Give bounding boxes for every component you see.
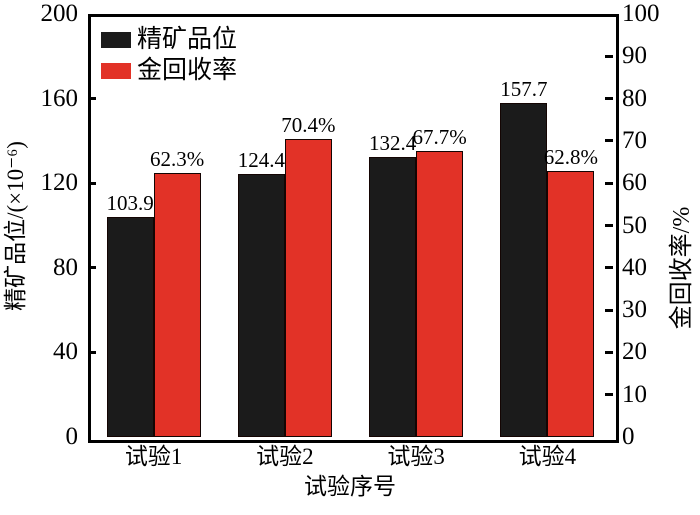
left-tick-label: 160 [40,84,79,112]
right-tick-mark [605,181,613,185]
right-tick-mark [605,308,613,312]
bar-recovery [153,173,201,437]
right-tick-label: 70 [622,126,647,154]
right-tick-mark [605,266,613,270]
left-tick-mark [88,266,96,270]
legend-item: 精矿品位 [101,24,237,55]
x-category-label: 试验1 [124,444,183,469]
right-tick-label: 50 [622,211,647,239]
right-tick-mark [605,139,613,143]
bar-value-label: 157.7 [500,77,548,102]
left-tick-mark [88,350,96,354]
right-tick-mark [605,224,613,227]
bar-grade [500,103,548,437]
right-tick-label: 80 [622,84,647,112]
left-tick-mark [88,181,96,185]
legend-item: 金回收率 [101,55,237,86]
legend-swatch-icon [101,31,131,48]
legend: 精矿品位 金回收率 [101,24,237,86]
bar-recovery [416,150,464,437]
bar-grade [106,217,154,437]
bar-grade [369,156,417,437]
left-tick-label: 200 [40,0,79,27]
right-tick-label: 30 [622,296,647,324]
legend-swatch-icon [101,62,131,79]
bar-value-label: 67.7% [412,124,467,149]
x-category-label: 试验4 [518,444,577,469]
x-category-label: 试验2 [256,444,314,469]
left-tick-label: 40 [53,338,78,366]
left-tick-label: 120 [40,169,79,197]
bar-recovery [547,171,595,437]
legend-label: 精矿品位 [137,25,238,53]
right-tick-mark [605,97,613,101]
bar-recovery [284,139,332,437]
left-tick-label: 80 [53,253,78,281]
left-tick-label: 0 [65,423,79,450]
bar-value-label: 103.9 [106,191,154,216]
right-tick-label: 60 [622,169,647,197]
bar-grade [237,173,285,437]
right-tick-label: 10 [622,380,647,408]
bar-value-label: 124.4 [237,147,285,172]
x-category-label: 试验3 [387,444,445,469]
bar-value-label: 62.3% [150,147,205,172]
right-tick-mark [605,350,613,354]
left-axis-title: 精矿品位/(×10⁻⁶) [3,141,28,311]
right-tick-label: 0 [622,423,635,450]
bar-value-label: 70.4% [281,113,336,138]
bar-value-label: 132.4 [369,130,417,155]
right-tick-mark [605,393,613,397]
right-tick-mark [605,54,613,58]
right-tick-label: 20 [622,338,647,366]
right-tick-label: 40 [622,253,647,281]
left-tick-mark [88,97,96,101]
bar-value-label: 62.8% [543,145,598,170]
legend-label: 金回收率 [137,56,238,84]
x-axis-title: 试验序号 [304,474,396,499]
right-tick-label: 90 [622,42,647,70]
right-tick-label: 100 [622,0,660,27]
